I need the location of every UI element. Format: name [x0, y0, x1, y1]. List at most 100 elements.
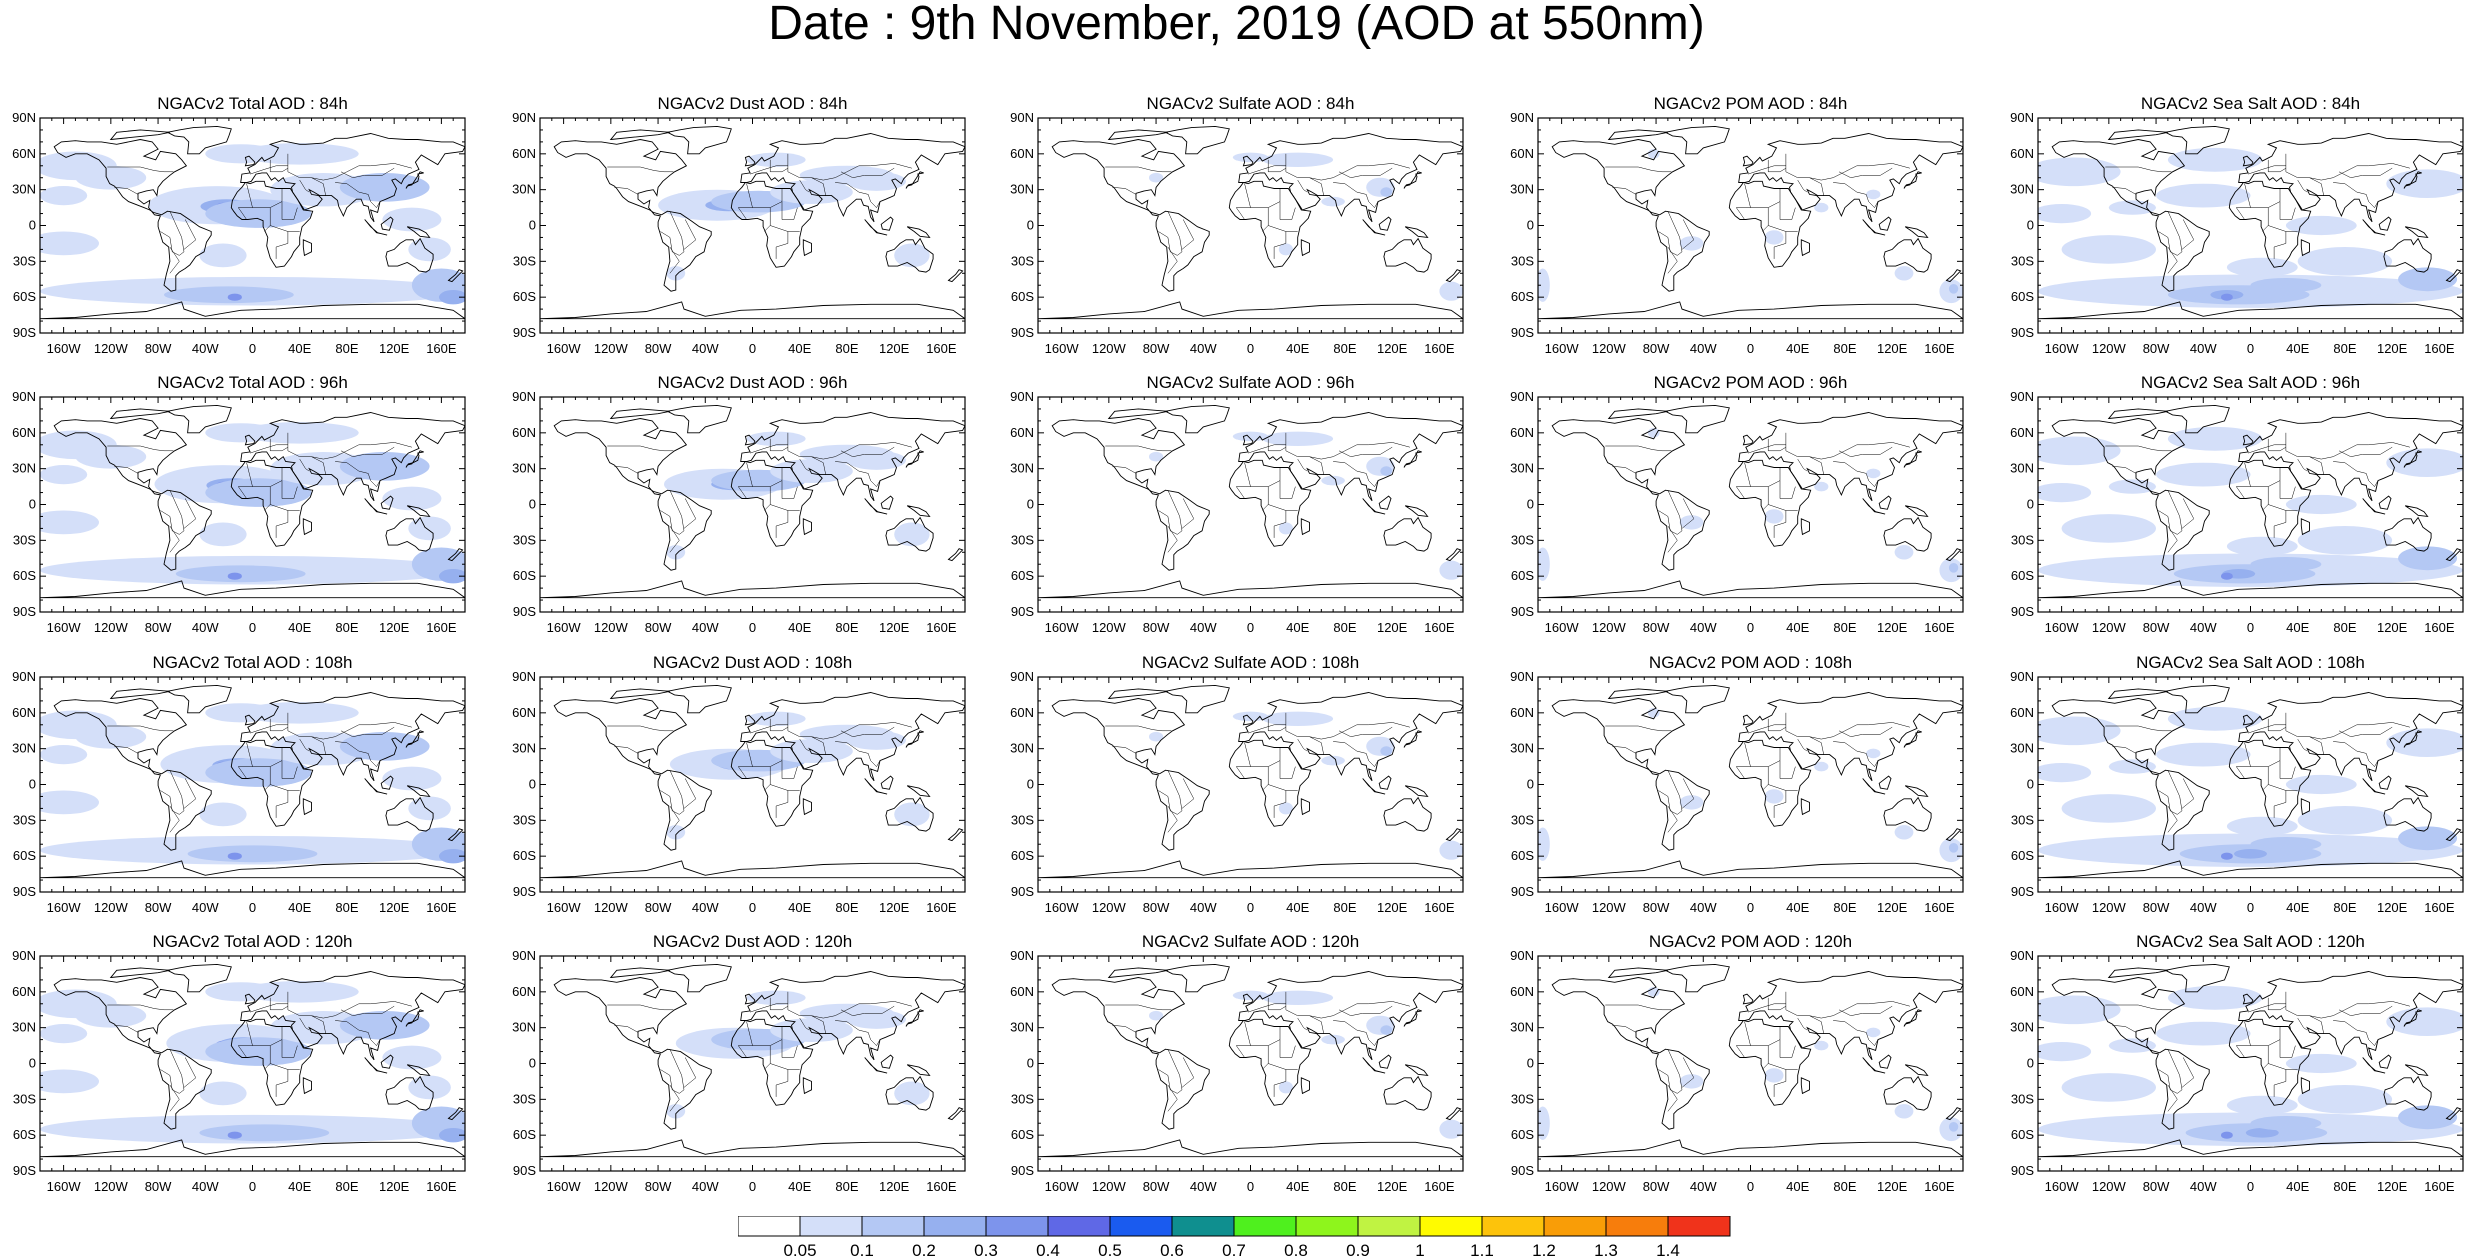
coastline — [380, 495, 394, 510]
aod-shading — [847, 450, 906, 470]
lon-tick-label: 40W — [2190, 341, 2217, 356]
country-border — [1158, 211, 1183, 256]
country-border — [2333, 741, 2369, 761]
country-border — [799, 458, 810, 472]
lat-tick-label: 60S — [513, 568, 536, 583]
country-border — [737, 486, 753, 499]
country-border — [1785, 712, 1910, 740]
aod-shading — [2226, 536, 2298, 556]
country-border — [750, 1003, 788, 1013]
coastline — [2362, 778, 2386, 795]
coastline — [2107, 129, 2168, 141]
country-border — [835, 461, 871, 481]
lon-tick-label: 80E — [835, 341, 858, 356]
coastline — [1242, 993, 1254, 1005]
aod-shading — [1321, 1034, 1345, 1045]
panel-title: NGACv2 Sulfate AOD : 84h — [1146, 94, 1355, 113]
coastline — [364, 219, 388, 236]
aod-shading — [1866, 189, 1881, 200]
lon-tick-label: 160W — [47, 341, 82, 356]
country-border — [1112, 1025, 1137, 1033]
lat-tick-label: 90S — [2011, 1163, 2034, 1178]
coastline — [40, 860, 465, 879]
aod-shading — [227, 572, 242, 580]
coastline — [666, 963, 732, 993]
country-border — [107, 445, 174, 452]
country-border — [2235, 766, 2251, 779]
coastline — [905, 450, 924, 468]
coastline — [1038, 580, 1463, 599]
country-border — [237, 486, 253, 499]
coastline — [240, 412, 465, 502]
coastline — [447, 828, 464, 842]
coastline — [166, 125, 232, 155]
lat-tick-label: 60N — [12, 705, 36, 720]
lat-tick-label: 90S — [2011, 325, 2034, 340]
country-border — [1267, 159, 1287, 173]
lon-tick-label: 40W — [692, 620, 719, 635]
country-border — [1735, 207, 1751, 220]
country-border — [2297, 738, 2308, 752]
lon-tick-label: 80W — [645, 900, 672, 915]
country-border — [340, 167, 395, 178]
country-border — [2235, 1045, 2251, 1058]
country-border — [246, 1021, 283, 1046]
coastline — [1664, 125, 1730, 155]
aod-map-seasalt: 90N 60N 30N 0 30S 60S 90S 160W 120W 80W 40W 0 40E 80E… — [2010, 389, 2464, 635]
country-border — [2105, 166, 2172, 173]
country-border — [2112, 187, 2137, 195]
country-border — [1248, 444, 1286, 454]
aod-shading — [227, 1131, 242, 1139]
aod-shading — [1679, 236, 1704, 251]
lat-tick-label: 90S — [1011, 325, 1034, 340]
country-border — [1779, 201, 1796, 220]
country-border — [340, 446, 395, 457]
lon-tick-label: 120E — [1377, 900, 1408, 915]
country-border — [614, 466, 639, 474]
aod-shading — [199, 1081, 247, 1106]
aod-shading — [187, 845, 318, 863]
lon-tick-label: 40E — [788, 341, 811, 356]
aod-shading — [847, 171, 906, 191]
country-border — [264, 784, 271, 791]
country-border — [787, 432, 912, 460]
coastline — [302, 1077, 312, 1095]
coastline — [864, 1057, 888, 1074]
aod-shading — [2156, 462, 2251, 487]
aod-shading — [1866, 1027, 1881, 1038]
coastline — [230, 459, 314, 547]
colorbar-label: 0.4 — [1036, 1241, 1060, 1260]
lon-tick-label: 40W — [192, 341, 219, 356]
aod-shading — [408, 1075, 451, 1100]
coastline — [1403, 450, 1422, 468]
country-border — [335, 182, 371, 202]
lat-tick-label: 60S — [1011, 289, 1034, 304]
aod-shading — [2061, 514, 2156, 543]
coastline — [885, 796, 934, 832]
country-border — [2368, 480, 2379, 488]
coastline — [1228, 459, 1312, 547]
coastline — [864, 219, 888, 236]
aod-shading — [2167, 147, 2263, 172]
coastline — [1738, 692, 1963, 782]
coastline — [2051, 139, 2210, 292]
coastline — [2383, 796, 2432, 832]
country-border — [2181, 1057, 2195, 1088]
coastline — [380, 1054, 394, 1069]
coastline — [406, 1064, 431, 1076]
coastline — [744, 155, 756, 167]
aod-shading — [40, 790, 99, 815]
lon-tick-label: 120E — [1377, 1179, 1408, 1194]
country-border — [1605, 445, 1672, 452]
coastline — [109, 129, 170, 141]
lat-tick-label: 60S — [13, 568, 36, 583]
aod-shading — [2250, 1116, 2322, 1131]
colorbar-label: 0.2 — [912, 1241, 936, 1260]
coastline — [53, 418, 212, 571]
lat-tick-label: 90S — [1511, 604, 1534, 619]
aod-shading — [2398, 1105, 2458, 1130]
lat-tick-label: 60N — [1510, 146, 1534, 161]
lat-tick-label: 30N — [2010, 1020, 2034, 1035]
aod-shading — [2038, 483, 2092, 503]
